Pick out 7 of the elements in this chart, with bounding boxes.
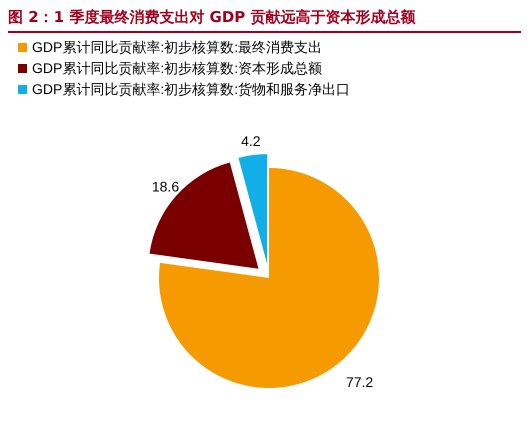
chart-title: 图 2：1 季度最终消费支出对 GDP 贡献远高于资本形成总额 bbox=[8, 8, 521, 33]
legend-label: GDP累计同比贡献率:初步核算数:最终消费支出 bbox=[32, 38, 322, 56]
data-label: 18.6 bbox=[152, 178, 180, 195]
data-label: 4.2 bbox=[241, 133, 261, 150]
data-label: 77.2 bbox=[346, 374, 374, 390]
legend-label: GDP累计同比贡献率:初步核算数:货物和服务净出口 bbox=[32, 80, 350, 98]
legend-label: GDP累计同比贡献率:初步核算数:资本形成总额 bbox=[32, 60, 322, 78]
